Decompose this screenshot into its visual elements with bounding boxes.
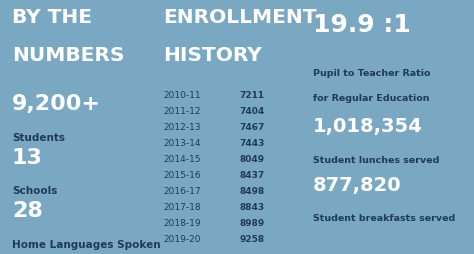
- Text: 9,200+: 9,200+: [12, 94, 101, 114]
- Text: HISTORY: HISTORY: [164, 46, 262, 65]
- Text: 2017-18: 2017-18: [164, 202, 201, 211]
- Text: 19.9 :1: 19.9 :1: [313, 13, 410, 37]
- Text: Student lunches served: Student lunches served: [313, 155, 439, 164]
- Text: Student breakfasts served: Student breakfasts served: [313, 213, 455, 222]
- Text: 7467: 7467: [239, 122, 265, 131]
- Text: 1,018,354: 1,018,354: [313, 117, 423, 136]
- Text: 7443: 7443: [239, 138, 265, 147]
- Text: BY THE: BY THE: [12, 8, 92, 27]
- Text: 877,820: 877,820: [313, 175, 401, 194]
- Text: 28: 28: [12, 201, 43, 220]
- Text: 13: 13: [12, 147, 43, 167]
- Text: 2013-14: 2013-14: [164, 138, 201, 147]
- Text: 2014-15: 2014-15: [164, 154, 201, 163]
- Text: Home Languages Spoken: Home Languages Spoken: [12, 239, 161, 249]
- Text: 8498: 8498: [239, 186, 264, 195]
- Text: 7404: 7404: [239, 106, 264, 115]
- Text: 2015-16: 2015-16: [164, 170, 201, 179]
- Text: 8437: 8437: [239, 170, 264, 179]
- Text: 2012-13: 2012-13: [164, 122, 201, 131]
- Text: Schools: Schools: [12, 185, 57, 195]
- Text: 2019-20: 2019-20: [164, 234, 201, 243]
- Text: 2011-12: 2011-12: [164, 106, 201, 115]
- Text: for Regular Education: for Regular Education: [313, 94, 429, 103]
- Text: 2016-17: 2016-17: [164, 186, 201, 195]
- Text: NUMBERS: NUMBERS: [12, 46, 124, 65]
- Text: Students: Students: [12, 132, 65, 142]
- Text: 8049: 8049: [239, 154, 264, 163]
- Text: ENROLLMENT: ENROLLMENT: [164, 8, 317, 27]
- Text: 7211: 7211: [239, 90, 264, 99]
- Text: 9258: 9258: [239, 234, 264, 243]
- Text: 2010-11: 2010-11: [164, 90, 201, 99]
- Text: 2018-19: 2018-19: [164, 218, 201, 227]
- Text: 8989: 8989: [239, 218, 264, 227]
- Text: 8843: 8843: [239, 202, 264, 211]
- Text: Pupil to Teacher Ratio: Pupil to Teacher Ratio: [313, 69, 430, 77]
